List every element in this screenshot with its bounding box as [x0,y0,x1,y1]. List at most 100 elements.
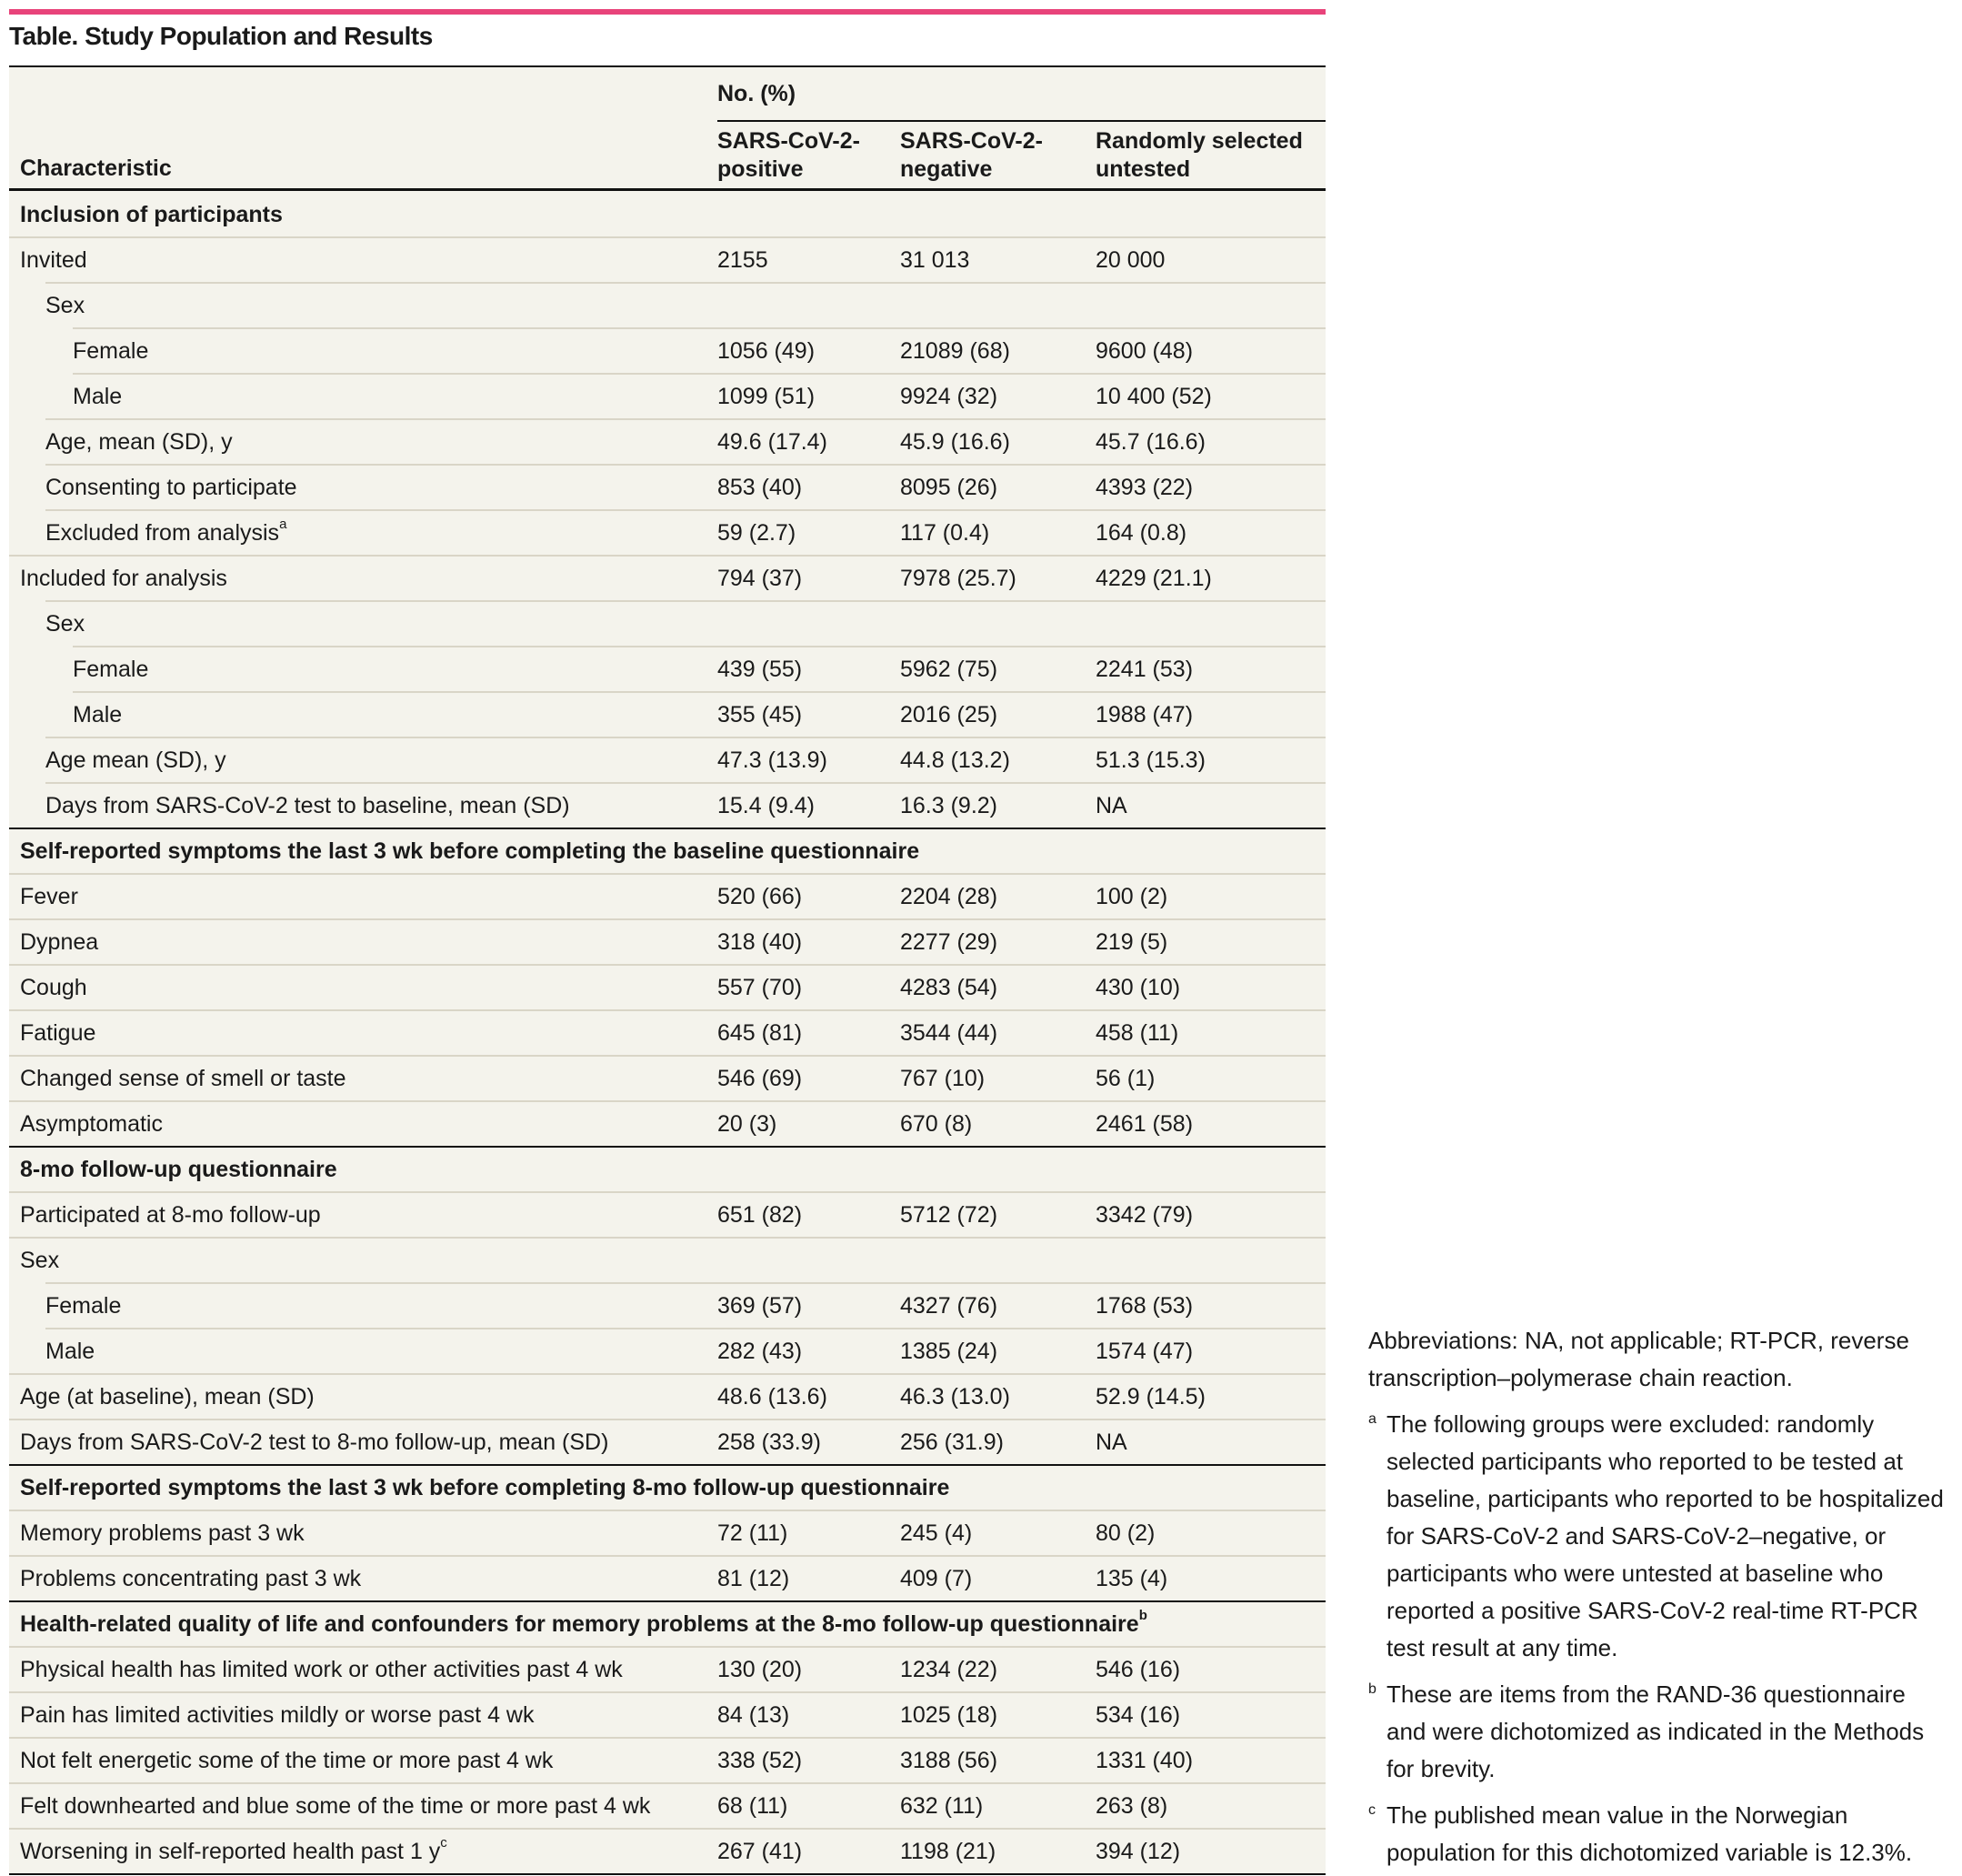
col-header-line: SARS-CoV-2- [900,128,1043,154]
footnote-ref: b [1138,1608,1147,1623]
row-label-text: Felt downhearted and blue some of the ti… [20,1793,651,1819]
col-header-untested: Randomly selected untested [1096,127,1303,184]
table-body: Inclusion of participants Invited 2155 31 0… [9,191,1326,1873]
cell-value: 546 (69) [717,1066,803,1091]
cell-value: NA [1096,793,1127,818]
cell-value: 2241 (53) [1096,657,1194,682]
row-label: Not felt energetic some of the time or m… [20,1748,553,1774]
cell-value: 21089 (68) [900,338,1010,364]
cell-value: 1988 (47) [1096,702,1194,727]
cell-value: 84 (13) [717,1702,790,1728]
cell-value: 355 (45) [717,702,803,727]
cell-value: 52.9 (14.5) [1096,1384,1206,1410]
cell-value: 557 (70) [717,975,803,1000]
row-label-text: Physical health has limited work or othe… [20,1657,623,1682]
cell-value: 2461 (58) [1096,1111,1194,1137]
cell-value: 458 (11) [1096,1020,1179,1046]
cell-value: 20 000 [1096,247,1166,273]
cell-value: 546 (16) [1096,1657,1181,1682]
row-label: Sex [20,1248,59,1274]
row-label: Fever [20,884,78,910]
table-row: Male 1099 (51) 9924 (32) 10 400 (52) [9,373,1326,418]
cell-value: 4283 (54) [900,975,998,1000]
table-row: Age, mean (SD), y 49.6 (17.4) 45.9 (16.6) 4… [9,418,1326,464]
cell-value: 117 (0.4) [900,520,990,546]
table-row: Cough 557 (70) 4283 (54) 430 (10) [9,964,1326,1009]
row-label-text: Not felt energetic some of the time or m… [20,1748,554,1773]
row-label-text: Female [73,338,149,364]
cell-value: 164 (0.8) [1096,520,1187,546]
cell-value: 2204 (28) [900,884,998,909]
footnote-text: The following groups were excluded: rand… [1386,1410,1944,1661]
table-row: Worsening in self-reported health past 1… [9,1828,1326,1873]
row-label-text: Asymptomatic [20,1111,163,1137]
cell-value: 318 (40) [717,929,803,955]
cell-value: 282 (43) [717,1339,803,1364]
cell-value: 2277 (29) [900,929,998,955]
footnote-b: b These are items from the RAND-36 questi… [1368,1676,1950,1788]
col-header-line: SARS-CoV-2- [717,128,860,154]
table-row: Dypnea 318 (40) 2277 (29) 219 (5) [9,918,1326,964]
row-label-text: Fever [20,884,78,909]
table-row: Days from SARS-CoV-2 test to baseline, m… [9,782,1326,828]
table-row: Sex [9,1237,1326,1282]
table-row: Consenting to participate 853 (40) 8095 (2… [9,464,1326,509]
section-header-row: Self-reported symptoms the last 3 wk bef… [9,828,1326,873]
row-label-text: Self-reported symptoms the last 3 wk bef… [20,838,920,864]
row-label: Age (at baseline), mean (SD) [20,1384,315,1410]
row-label-text: Problems concentrating past 3 wk [20,1566,362,1591]
cell-value: 31 013 [900,247,970,273]
cell-value: 3342 (79) [1096,1202,1194,1228]
table-row: Physical health has limited work or othe… [9,1646,1326,1691]
cell-value: 1331 (40) [1096,1748,1194,1773]
cell-value: 4393 (22) [1096,475,1194,500]
row-label: Health-related quality of life and confo… [20,1608,1147,1638]
characteristic-header: Characteristic [20,155,172,181]
row-label-text: Participated at 8-mo follow-up [20,1202,321,1228]
table-row: Sex [9,600,1326,646]
footnote-mark: a [1368,1411,1376,1427]
row-label-text: Health-related quality of life and confo… [20,1611,1139,1637]
table-row: Participated at 8-mo follow-up 651 (82) 57… [9,1191,1326,1237]
cell-value: 10 400 (52) [1096,384,1212,409]
row-label-text: Male [45,1339,95,1364]
row-label: Changed sense of smell or taste [20,1066,346,1092]
row-label: Female [73,657,148,683]
col-header-line: untested [1096,156,1191,182]
row-label: Felt downhearted and blue some of the ti… [20,1793,650,1820]
row-label-text: Female [45,1293,122,1319]
table-row: Included for analysis 794 (37) 7978 (25.7)… [9,555,1326,600]
cell-value: 632 (11) [900,1793,984,1819]
row-label: Days from SARS-CoV-2 test to 8-mo follow… [20,1430,608,1456]
row-label: Female [73,338,148,365]
row-label-text: Days from SARS-CoV-2 test to 8-mo follow… [20,1430,609,1455]
row-label: Problems concentrating past 3 wk [20,1566,361,1592]
row-label-text: Sex [45,611,85,637]
table-title: Table. Study Population and Results [9,22,433,50]
cell-value: 338 (52) [717,1748,803,1773]
cell-value: 409 (7) [900,1566,973,1591]
row-label-text: Male [73,384,123,409]
cell-value: 81 (12) [717,1566,790,1591]
row-label-text: Worsening in self-reported health past 1… [20,1839,441,1864]
cell-value: 651 (82) [717,1202,803,1228]
group-header: No. (%) [717,81,796,106]
cell-value: 45.7 (16.6) [1096,429,1206,455]
cell-value: 59 (2.7) [717,520,796,546]
row-label-text: Female [73,657,149,682]
footnote-mark: b [1368,1681,1376,1697]
cell-value: 520 (66) [717,884,803,909]
cell-value: 1574 (47) [1096,1339,1194,1364]
table-row: Asymptomatic 20 (3) 670 (8) 2461 (58) [9,1100,1326,1146]
cell-value: 369 (57) [717,1293,803,1319]
table-row: Male 282 (43) 1385 (24) 1574 (47) [9,1328,1326,1373]
table-row: Age mean (SD), y 47.3 (13.9) 44.8 (13.2) 51… [9,737,1326,782]
cell-value: 9924 (32) [900,384,998,409]
cell-value: 68 (11) [717,1793,788,1819]
cell-value: NA [1096,1430,1127,1455]
cell-value: 534 (16) [1096,1702,1181,1728]
section-header-row: Self-reported symptoms the last 3 wk bef… [9,1464,1326,1510]
cell-value: 430 (10) [1096,975,1181,1000]
cell-value: 1099 (51) [717,384,816,409]
table-row: Female 369 (57) 4327 (76) 1768 (53) [9,1282,1326,1328]
